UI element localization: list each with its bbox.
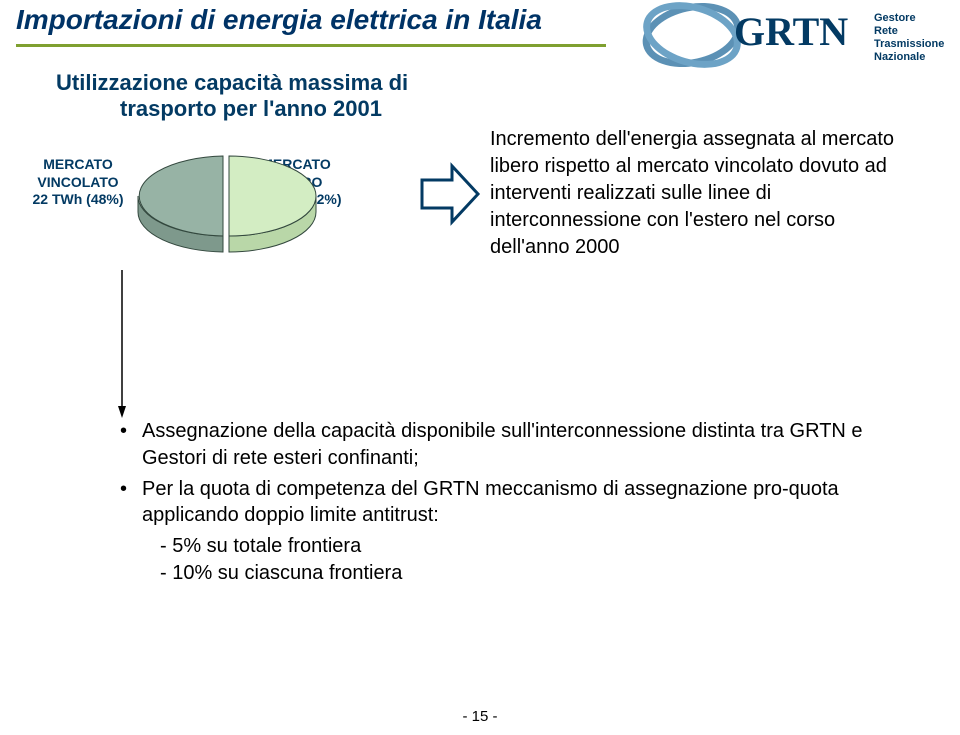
pie-slice-value-0: 22 TWh (48%) <box>32 191 123 207</box>
logo-sub-l1: Gestore <box>874 12 916 24</box>
chart-subtitle: Utilizzazione capacità massima di traspo… <box>56 70 408 123</box>
logo-sub-l3: Trasmissione <box>874 38 944 50</box>
pie-svg <box>130 146 320 266</box>
bullet-sub-list: - 5% su totale frontiera - 10% su ciascu… <box>118 533 878 587</box>
logo-sub-l2: Rete <box>874 25 898 37</box>
bullet-sub-1: - 5% su totale frontiera <box>160 533 878 560</box>
subtitle-l2: trasporto per l'anno 2001 <box>56 96 382 121</box>
bullet-list: Assegnazione della capacità disponibile … <box>118 418 878 587</box>
title-underline <box>16 44 606 47</box>
logo-text: GRTN <box>734 8 848 55</box>
connector-line <box>118 270 120 410</box>
subtitle-l1: Utilizzazione capacità massima di <box>56 70 408 95</box>
bullet-2: Per la quota di competenza del GRTN mecc… <box>118 476 878 530</box>
slide-header: Importazioni di energia elettrica in Ita… <box>0 0 960 80</box>
arrow-icon <box>418 154 482 234</box>
page-number: - 15 - <box>0 708 960 725</box>
pie-slice-name-0: MERCATO VINCOLATO <box>37 156 118 190</box>
pie-label-vincolato: MERCATO VINCOLATO 22 TWh (48%) <box>18 156 138 209</box>
pie-chart: MERCATO VINCOLATO 22 TWh (48%) MERCATO L… <box>72 146 372 306</box>
bullet-1: Assegnazione della capacità disponibile … <box>118 418 878 472</box>
bullet-sub-2: - 10% su ciascuna frontiera <box>160 560 878 587</box>
logo-sub-l4: Nazionale <box>874 51 925 63</box>
page-title: Importazioni di energia elettrica in Ita… <box>16 4 542 36</box>
explanation-text: Incremento dell'energia assegnata al mer… <box>490 126 910 261</box>
grtn-logo: GRTN Gestore Rete Trasmissione Nazionale <box>616 0 946 80</box>
logo-subtitle: Gestore Rete Trasmissione Nazionale <box>874 12 944 64</box>
